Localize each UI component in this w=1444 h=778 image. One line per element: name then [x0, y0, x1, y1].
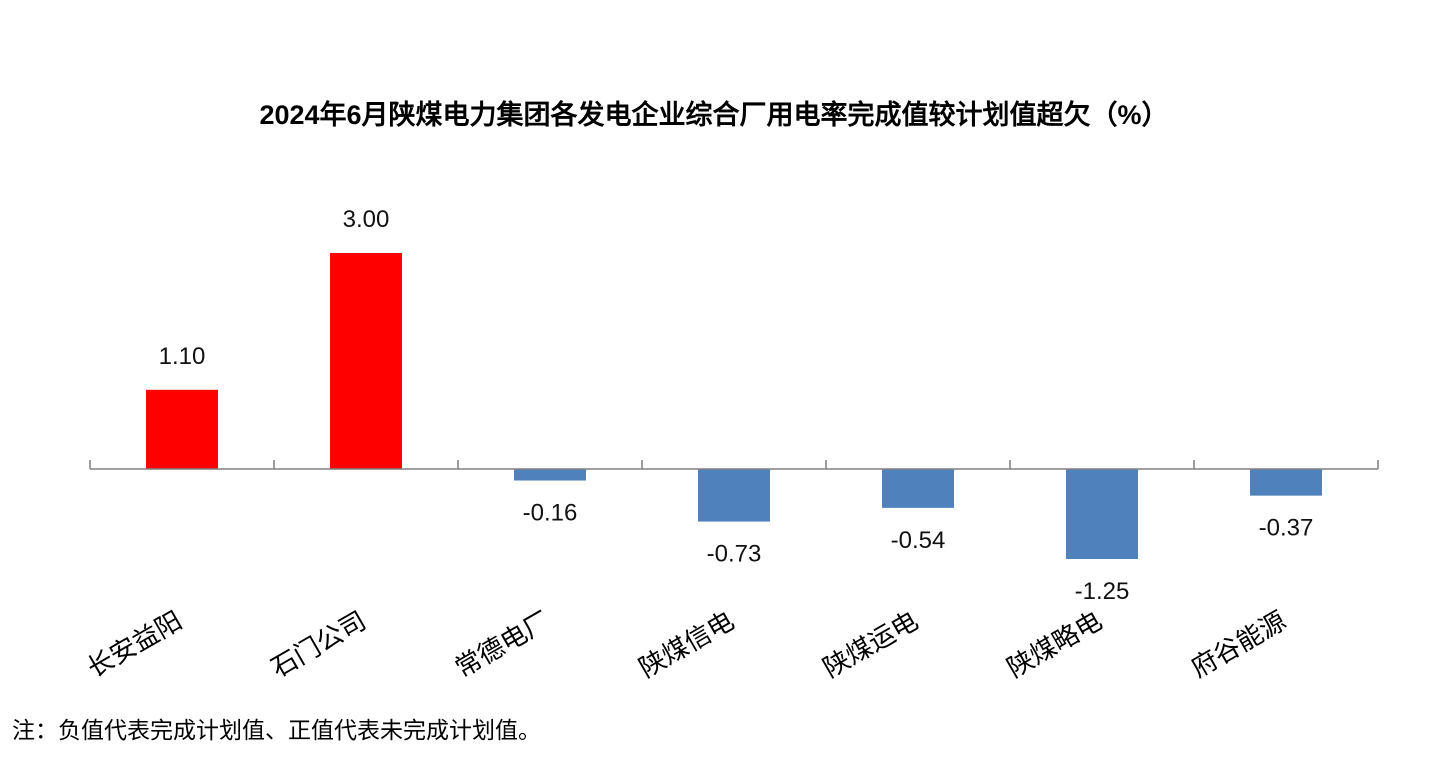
category-label: 长安益阳: [82, 605, 187, 683]
data-label: -0.54: [891, 527, 946, 554]
data-labels: 1.10 3.00 -0.16 -0.73 -0.54 -1.25 -0.37: [159, 206, 1314, 605]
category-label: 府谷能源: [1186, 605, 1291, 683]
data-label: -0.16: [523, 500, 578, 527]
bar: [1066, 469, 1138, 559]
bar: [698, 469, 770, 522]
data-label: 1.10: [159, 343, 206, 370]
data-label: -0.37: [1259, 515, 1314, 542]
x-axis: [89, 460, 1379, 470]
category-label: 陕煤信电: [634, 605, 739, 683]
bar: [146, 389, 218, 469]
bar: [330, 253, 402, 469]
data-label: -1.25: [1075, 578, 1130, 605]
category-label: 常德电厂: [450, 605, 555, 683]
category-labels: 长安益阳 石门公司 常德电厂 陕煤信电 陕煤运电 陕煤略电 府谷能源: [82, 605, 1291, 683]
bar: [514, 469, 586, 481]
category-label: 石门公司: [266, 605, 371, 683]
data-label: -0.73: [707, 541, 762, 568]
data-label: 3.00: [343, 206, 390, 233]
bar: [882, 469, 954, 508]
footnote: 注：负值代表完成计划值、正值代表未完成计划值。: [12, 717, 541, 743]
chart-title: 2024年6月陕煤电力集团各发电企业综合厂用电率完成值较计划值超欠（%）: [259, 100, 1169, 130]
category-label: 陕煤略电: [1002, 605, 1107, 683]
category-label: 陕煤运电: [818, 605, 923, 683]
bars-layer: [146, 253, 1322, 559]
bar: [1250, 469, 1322, 496]
